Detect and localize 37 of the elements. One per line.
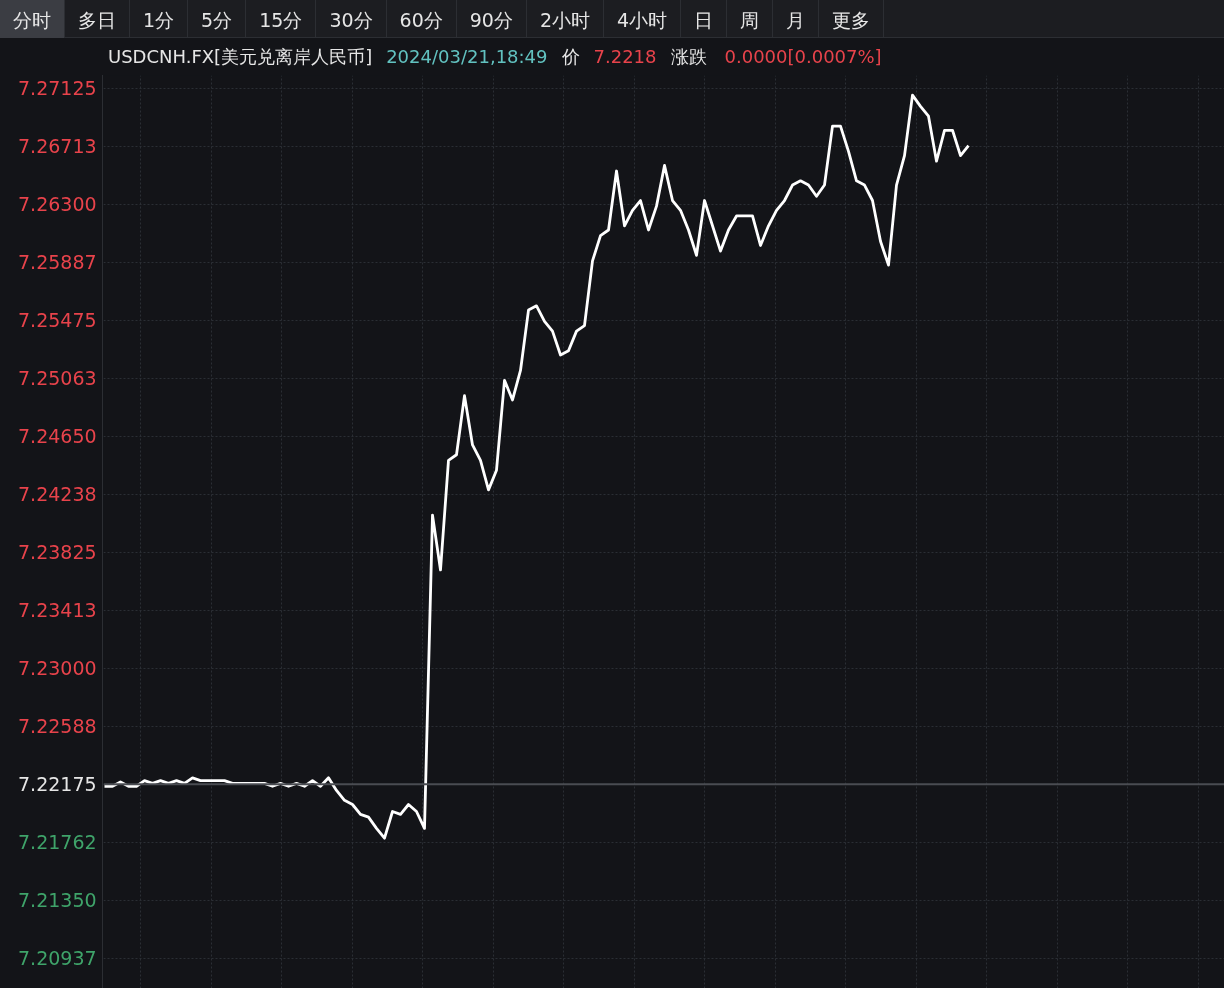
text: 15分 bbox=[246, 0, 317, 38]
text: 周 bbox=[727, 0, 774, 38]
y-tick-label: 7.25887 bbox=[18, 250, 97, 275]
text: 涨跌 bbox=[670, 46, 707, 67]
y-tick-label: 7.22175 bbox=[18, 771, 97, 796]
text: 日 bbox=[681, 0, 728, 38]
y-tick-label: 7.23000 bbox=[18, 655, 97, 680]
y-tick-label: 7.20937 bbox=[18, 945, 97, 970]
text: 90分 bbox=[456, 0, 527, 38]
y-tick-label: 7.25475 bbox=[18, 308, 97, 333]
y-tick-label: 7.23413 bbox=[18, 597, 97, 622]
text: 2024/03/21,18:49 bbox=[386, 46, 548, 67]
y-tick-label: 7.27125 bbox=[18, 76, 97, 101]
text: 60分 bbox=[386, 0, 457, 38]
y-tick-label: 7.25063 bbox=[18, 366, 97, 390]
y-tick-label: 7.26713 bbox=[18, 134, 97, 159]
text: 月 bbox=[773, 0, 820, 38]
text: 多日 bbox=[65, 0, 130, 38]
y-tick-label: 7.23825 bbox=[18, 539, 97, 564]
y-tick-label: 7.24650 bbox=[18, 424, 97, 448]
y-tick-label: 7.21350 bbox=[18, 887, 97, 912]
text: 30分 bbox=[316, 0, 387, 38]
text: 7.2218 bbox=[593, 46, 657, 67]
y-tick-label: 7.22588 bbox=[18, 713, 97, 738]
line-series bbox=[103, 93, 970, 840]
y-tick-label: 7.26300 bbox=[18, 192, 97, 217]
text: 5分 bbox=[188, 0, 247, 38]
text: 价 bbox=[561, 46, 580, 67]
chart-title: USDCNH.FX[美元兑离岸人民币] bbox=[108, 46, 373, 67]
text: 1分 bbox=[130, 0, 189, 38]
text: 分时 bbox=[0, 0, 65, 38]
text: 2小时 bbox=[526, 0, 605, 38]
y-tick-label: 7.21762 bbox=[18, 829, 97, 854]
text: 更多 bbox=[819, 0, 885, 38]
y-tick-label: 7.24238 bbox=[18, 481, 97, 506]
text: 4小时 bbox=[604, 0, 682, 38]
text: 0.0000[0.0007%] bbox=[724, 46, 882, 67]
